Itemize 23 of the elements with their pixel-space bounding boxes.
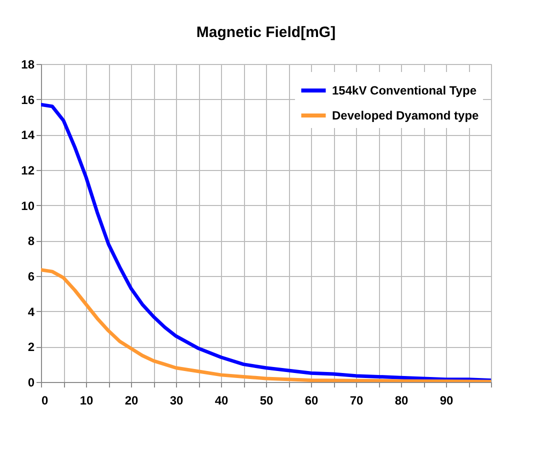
y-tick-label: 6	[28, 270, 35, 284]
y-tick-label: 2	[28, 340, 35, 354]
x-tick-label: 50	[260, 394, 274, 408]
x-tick-label: 40	[214, 394, 228, 408]
x-tick-label: 70	[350, 394, 364, 408]
x-tick-label: 80	[394, 394, 408, 408]
y-tick-label: 10	[21, 198, 35, 213]
y-tick-label: 8	[28, 234, 35, 248]
y-tick-label: 12	[21, 164, 35, 178]
x-tick-label: 90	[440, 394, 454, 408]
x-tick-label: 60	[304, 394, 318, 408]
y-tick-label: 14	[21, 128, 35, 142]
y-tick-label: 0	[28, 376, 35, 390]
x-tick-label: 20	[124, 394, 138, 408]
x-tick-label: 30	[170, 394, 184, 408]
chart-title: Magnetic Field[mG]	[196, 24, 336, 41]
legend-label: Developed Dyamond type	[332, 108, 480, 122]
x-tick-label: 10	[80, 394, 94, 408]
y-tick-label: 16	[21, 92, 35, 107]
y-tick-label: 4	[28, 304, 35, 319]
y-tick-label: 18	[21, 58, 35, 72]
x-tick-label: 0	[42, 394, 48, 408]
legend-label: 154kV Conventional Type	[332, 84, 477, 98]
